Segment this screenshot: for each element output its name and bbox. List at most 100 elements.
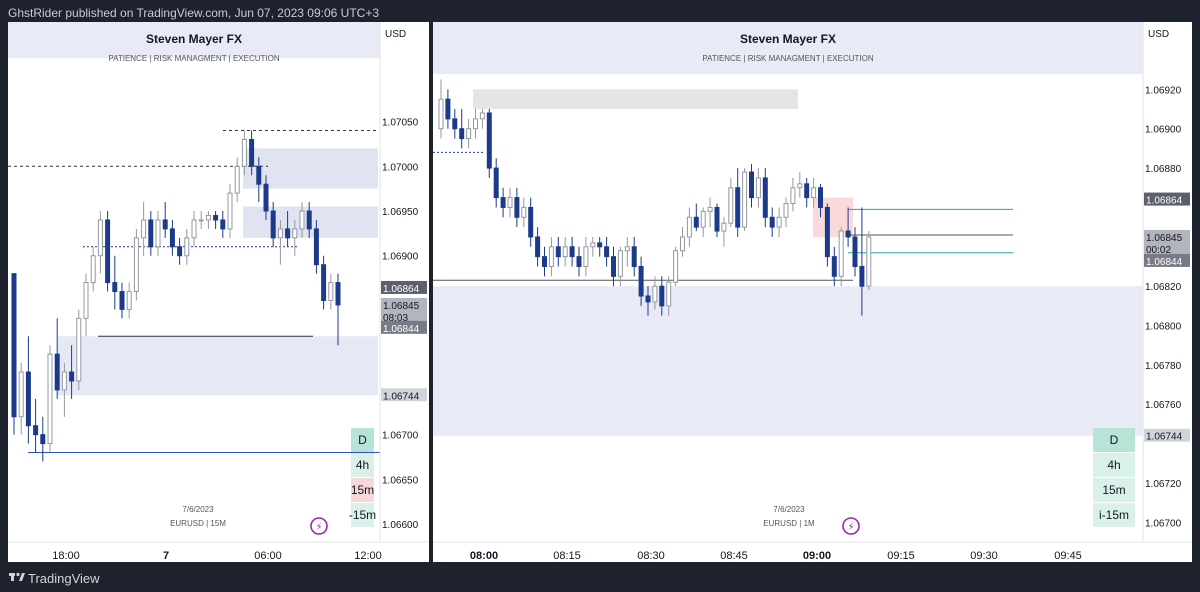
chart-1-candle — [500, 197, 506, 208]
chart-0-candle — [299, 210, 305, 230]
chart-0-watermark-symbol: EURUSD | 15M — [170, 519, 226, 528]
chart-0-price-tag-current-bg — [381, 297, 427, 311]
chart-1-candle — [755, 177, 761, 199]
chart-1-x-tick: 09:00 — [803, 550, 831, 562]
chart-0-subtitle: PATIENCE | RISK MANAGMENT | EXECUTION — [108, 54, 280, 63]
chart-0-candle — [306, 210, 312, 230]
chart-0-price-tag-last-bg — [381, 280, 427, 294]
chart-0-candle — [162, 219, 168, 230]
chart-1-candle — [583, 246, 589, 267]
chart-1-zone — [473, 89, 798, 110]
chart-0-candle — [191, 219, 197, 239]
chart-0-candle — [263, 183, 269, 212]
chart-0-price-tag-current: 1.06845 — [383, 301, 420, 312]
chart-1-price-tag-level: 1.06744 — [1146, 432, 1183, 443]
tradingview-logo-icon — [9, 572, 25, 581]
chart-1-candle — [638, 265, 644, 297]
chart-0-timeframe-label: 15m — [351, 483, 374, 497]
chart-right-svg[interactable]: Steven Mayer FX PATIENCE | RISK MANAGMENT… — [433, 22, 1192, 562]
chart-1-candle — [542, 256, 547, 267]
chart-0-candle — [205, 214, 211, 221]
chart-1-x-tick: 08:30 — [637, 550, 665, 562]
chart-1-timeframe-label: i-15m — [1099, 508, 1129, 522]
chart-1-candle — [721, 222, 727, 232]
chart-1-watermark-symbol: EURUSD | 1M — [763, 519, 815, 528]
chart-0-timeframe-cell — [351, 453, 374, 477]
chart-1-candle — [597, 242, 603, 248]
chart-1-candle — [700, 210, 706, 228]
chart-0-price-tag-countdown-bg — [381, 309, 427, 323]
chart-1-candle — [707, 206, 713, 212]
chart-1-candle — [548, 246, 554, 267]
footer: TradingView — [0, 566, 1200, 592]
chart-1-timeframe-cell — [1093, 428, 1135, 452]
chart-1-candle — [666, 281, 672, 307]
chart-0-candle — [90, 255, 96, 284]
chart-0-candle — [198, 219, 204, 222]
chart-1-header-band — [433, 22, 1143, 74]
chart-1-price-tag-level-bg — [1144, 428, 1190, 442]
chart-1-candle — [438, 98, 444, 130]
chart-1-candle — [631, 246, 637, 267]
chart-pane-right[interactable]: Steven Mayer FX PATIENCE | RISK MANAGMENT… — [433, 22, 1192, 562]
chart-1-candle — [514, 197, 520, 218]
chart-0-candle — [184, 237, 190, 257]
chart-0-candle — [227, 192, 233, 230]
chart-0-candle — [33, 425, 39, 436]
chart-1-candle — [459, 128, 465, 140]
chart-0-candle — [141, 219, 147, 239]
chart-1-candle — [762, 177, 768, 218]
chart-0-timeframe-label: -15m — [349, 508, 376, 522]
chart-0-candle — [256, 165, 262, 185]
chart-1-candle — [838, 230, 844, 277]
chart-1-zone — [433, 286, 1143, 436]
chart-0-price-tag-bid: 1.06844 — [383, 324, 420, 335]
chart-left-svg[interactable]: Steven Mayer FX PATIENCE | RISK MANAGMENT… — [8, 22, 429, 562]
chart-1-candle — [507, 197, 513, 208]
chart-1-timeframe-label: 4h — [1107, 458, 1120, 472]
chart-1-candle — [797, 183, 803, 189]
chart-1-watermark-date: 7/6/2023 — [773, 505, 805, 514]
chart-1-candle — [493, 167, 499, 199]
chart-0-candle — [25, 371, 31, 427]
chart-0-candle — [18, 371, 24, 418]
chart-1-candle — [673, 250, 679, 283]
chart-0-watermark-date: 7/6/2023 — [182, 505, 214, 514]
chart-0-y-tick: 1.07000 — [382, 162, 419, 173]
chart-0-y-tick: 1.07050 — [382, 118, 419, 129]
chart-1-price-tag-countdown-bg — [1144, 241, 1190, 255]
chart-0-candle — [270, 210, 276, 239]
chart-0-y-tick: 1.06700 — [382, 431, 419, 442]
chart-1-candle — [528, 206, 534, 238]
chart-1-candle — [473, 118, 478, 130]
chart-1-candle — [562, 246, 568, 258]
chart-0-timeframe-label: 4h — [356, 458, 369, 472]
chart-0-candle — [148, 219, 154, 248]
chart-1-price-tag-last-bg — [1144, 192, 1190, 206]
chart-1-candle — [831, 256, 837, 277]
chart-0-candle — [105, 219, 111, 284]
chart-1-candle — [811, 187, 817, 199]
chart-0-x-tick: 18:00 — [52, 550, 80, 562]
chart-0-candle — [220, 219, 226, 230]
chart-pane-left[interactable]: Steven Mayer FX PATIENCE | RISK MANAGMENT… — [8, 22, 429, 562]
chart-0-candle — [61, 371, 67, 391]
chart-1-candle — [604, 246, 610, 258]
chart-0-price-tag-last: 1.06864 — [383, 284, 420, 295]
chart-1-alert-icon — [842, 517, 860, 535]
chart-1-x-tick: 09:45 — [1054, 550, 1082, 562]
chart-1-candle — [445, 98, 451, 120]
chart-0-timeframe-label: D — [358, 433, 367, 447]
chart-1-candle — [466, 128, 472, 140]
publish-info: GhstRider published on TradingView.com, … — [8, 6, 380, 20]
chart-0-candle — [335, 282, 341, 306]
chart-1-candle — [486, 112, 492, 169]
chart-1-candle — [555, 246, 561, 258]
chart-1-candle — [659, 285, 665, 307]
chart-1-candle — [452, 118, 458, 130]
chart-1-y-tick: 1.06800 — [1145, 322, 1182, 333]
chart-0-candle — [69, 371, 75, 382]
chart-1-candle — [818, 187, 823, 208]
chart-1-price-tag-bid: 1.06844 — [1146, 257, 1183, 268]
chart-0-candle — [285, 228, 291, 239]
